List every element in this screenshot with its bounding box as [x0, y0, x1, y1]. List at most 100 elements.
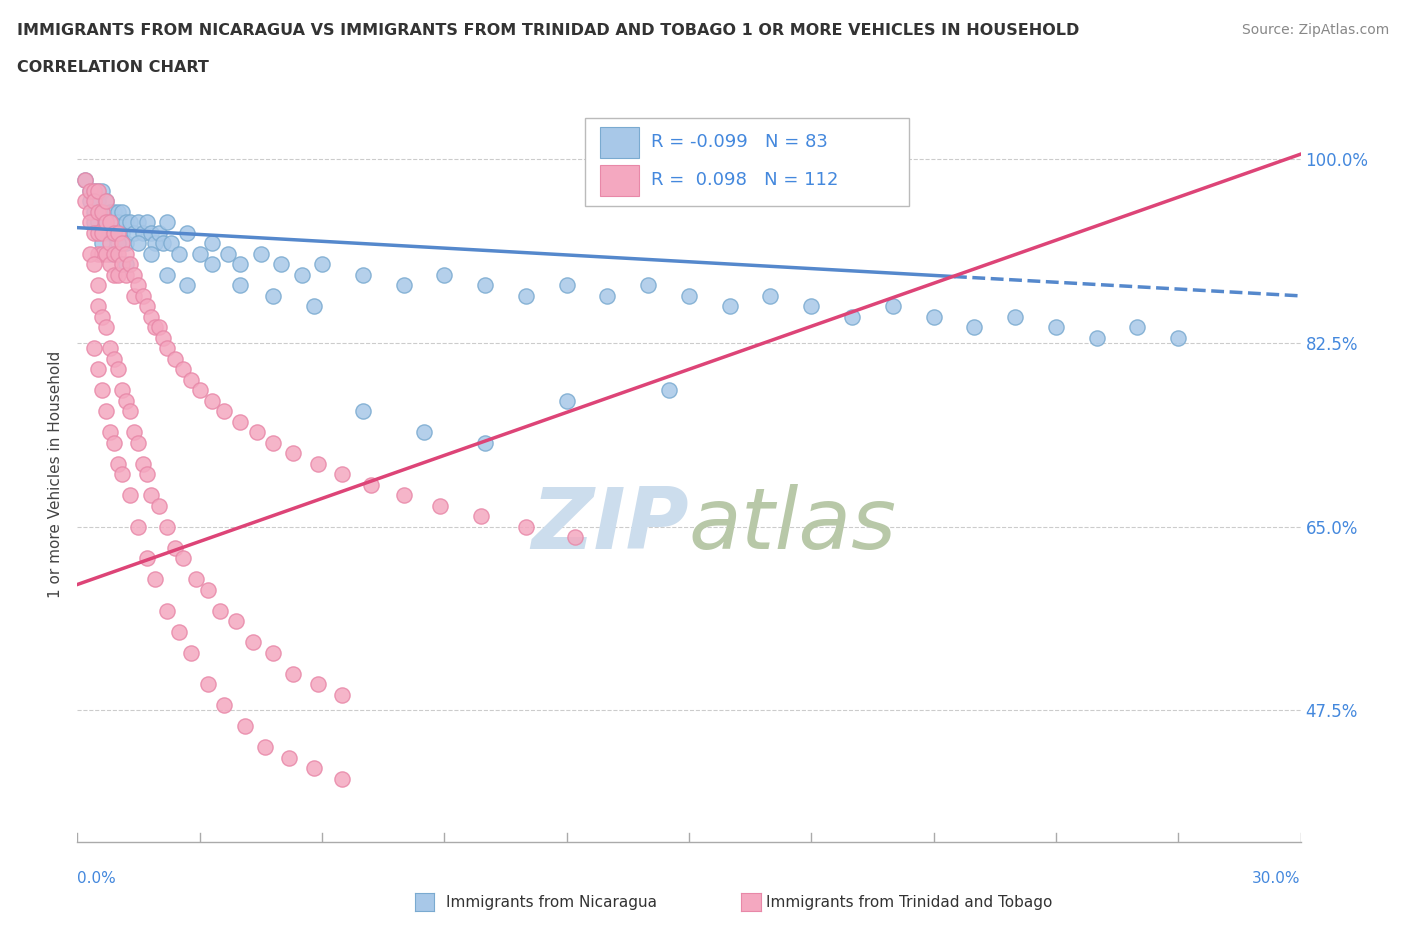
Point	[107, 457, 129, 472]
Point	[139, 310, 162, 325]
Point	[75, 194, 97, 209]
Y-axis label: 1 or more Vehicles in Household: 1 or more Vehicles in Household	[48, 351, 63, 598]
Point	[127, 215, 149, 230]
Point	[302, 299, 325, 313]
Point	[250, 246, 273, 261]
Point	[148, 498, 170, 513]
Point	[115, 257, 138, 272]
Point	[83, 183, 105, 198]
Point	[1167, 330, 1189, 345]
Point	[79, 205, 101, 219]
Point	[111, 383, 134, 398]
Point	[94, 215, 117, 230]
Text: 0.0%: 0.0%	[77, 871, 117, 886]
Point	[107, 225, 129, 240]
Point	[229, 257, 252, 272]
Point	[152, 330, 174, 345]
Text: 30.0%: 30.0%	[1253, 871, 1301, 886]
Point	[94, 225, 117, 240]
Point	[79, 183, 101, 198]
Point	[429, 498, 451, 513]
Point	[87, 183, 110, 198]
Point	[515, 519, 537, 534]
Point	[94, 320, 117, 335]
Point	[83, 341, 105, 356]
Point	[433, 268, 456, 283]
Point	[139, 225, 162, 240]
Point	[253, 739, 276, 754]
Point	[127, 435, 149, 450]
Point	[107, 205, 129, 219]
Point	[135, 215, 157, 230]
Point	[759, 288, 782, 303]
Point	[262, 435, 284, 450]
Point	[188, 383, 211, 398]
Point	[111, 205, 134, 219]
Point	[98, 257, 121, 272]
Point	[87, 362, 110, 377]
Point	[98, 341, 121, 356]
Point	[107, 215, 129, 230]
Point	[242, 635, 264, 650]
Point	[83, 205, 105, 219]
Point	[90, 383, 112, 398]
Point	[156, 268, 179, 283]
Text: R =  0.098   N = 112: R = 0.098 N = 112	[651, 171, 838, 190]
Point	[87, 246, 110, 261]
Point	[143, 320, 166, 335]
Point	[176, 225, 198, 240]
Point	[152, 236, 174, 251]
Point	[120, 488, 142, 503]
Point	[135, 299, 157, 313]
Point	[474, 278, 496, 293]
Text: R = -0.099   N = 83: R = -0.099 N = 83	[651, 133, 828, 152]
Point	[922, 310, 945, 325]
Point	[470, 509, 492, 524]
Point	[103, 268, 125, 283]
Point	[115, 268, 138, 283]
Point	[225, 614, 247, 629]
Point	[111, 257, 134, 272]
Point	[83, 257, 105, 272]
Point	[103, 205, 125, 219]
Point	[103, 225, 125, 240]
Point	[262, 645, 284, 660]
Point	[90, 205, 112, 219]
Point	[882, 299, 904, 313]
Point	[98, 246, 121, 261]
Point	[332, 771, 354, 786]
Point	[87, 215, 110, 230]
Point	[1004, 310, 1026, 325]
Point	[233, 719, 256, 734]
Point	[103, 435, 125, 450]
Point	[474, 435, 496, 450]
Point	[156, 519, 179, 534]
Point	[392, 278, 415, 293]
Text: Immigrants from Nicaragua: Immigrants from Nicaragua	[446, 895, 657, 910]
Text: atlas: atlas	[689, 485, 897, 567]
Point	[83, 194, 105, 209]
Point	[637, 278, 659, 293]
Point	[165, 540, 187, 555]
Point	[98, 205, 121, 219]
Point	[127, 236, 149, 251]
Text: IMMIGRANTS FROM NICARAGUA VS IMMIGRANTS FROM TRINIDAD AND TOBAGO 1 OR MORE VEHIC: IMMIGRANTS FROM NICARAGUA VS IMMIGRANTS …	[17, 23, 1080, 38]
Point	[120, 257, 142, 272]
Point	[131, 288, 153, 303]
Point	[94, 194, 117, 209]
Point	[197, 677, 219, 692]
Text: CORRELATION CHART: CORRELATION CHART	[17, 60, 208, 75]
Point	[352, 404, 374, 418]
Point	[98, 236, 121, 251]
Point	[201, 257, 224, 272]
Point	[160, 236, 183, 251]
Point	[111, 225, 134, 240]
Point	[87, 299, 110, 313]
Point	[79, 215, 101, 230]
Point	[143, 236, 166, 251]
Point	[311, 257, 333, 272]
Point	[208, 604, 231, 618]
Point	[172, 551, 194, 565]
Point	[107, 246, 129, 261]
Point	[148, 320, 170, 335]
